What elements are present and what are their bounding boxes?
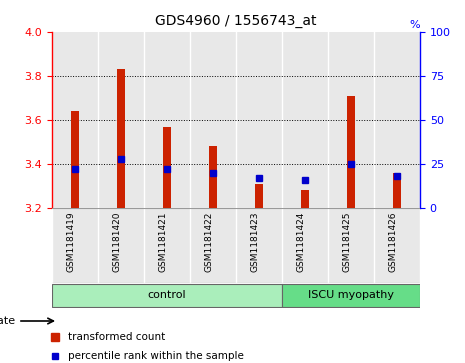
Bar bbox=[98, 32, 144, 208]
Text: percentile rank within the sample: percentile rank within the sample bbox=[68, 351, 244, 361]
Text: GSM1181421: GSM1181421 bbox=[158, 212, 167, 272]
Bar bbox=[163, 127, 171, 208]
Text: GSM1181426: GSM1181426 bbox=[388, 212, 397, 272]
Bar bbox=[393, 173, 401, 208]
Title: GDS4960 / 1556743_at: GDS4960 / 1556743_at bbox=[155, 14, 317, 28]
Text: GSM1181423: GSM1181423 bbox=[250, 212, 259, 272]
Bar bbox=[52, 208, 98, 283]
Bar bbox=[374, 32, 420, 208]
Text: GSM1181419: GSM1181419 bbox=[66, 212, 75, 272]
Bar bbox=[347, 96, 355, 208]
Text: GSM1181422: GSM1181422 bbox=[204, 212, 213, 272]
Text: control: control bbox=[148, 290, 186, 300]
Bar bbox=[282, 32, 328, 208]
Bar bbox=[71, 111, 79, 208]
Bar bbox=[282, 208, 328, 283]
Text: transformed count: transformed count bbox=[68, 332, 165, 342]
Bar bbox=[144, 208, 190, 283]
Text: GSM1181420: GSM1181420 bbox=[112, 212, 121, 272]
Bar bbox=[117, 69, 125, 208]
Bar bbox=[328, 32, 374, 208]
Bar bbox=[374, 208, 420, 283]
Bar bbox=[190, 32, 236, 208]
Text: disease state: disease state bbox=[0, 316, 15, 326]
Text: GSM1181425: GSM1181425 bbox=[342, 212, 351, 272]
Text: ISCU myopathy: ISCU myopathy bbox=[308, 290, 394, 300]
Bar bbox=[236, 32, 282, 208]
FancyBboxPatch shape bbox=[52, 284, 282, 307]
Bar bbox=[236, 208, 282, 283]
Bar bbox=[209, 146, 217, 208]
Bar bbox=[144, 32, 190, 208]
Bar bbox=[190, 208, 236, 283]
Text: %: % bbox=[409, 20, 420, 30]
Bar bbox=[301, 191, 309, 208]
Bar bbox=[328, 208, 374, 283]
Bar bbox=[98, 208, 144, 283]
Bar bbox=[52, 32, 98, 208]
FancyBboxPatch shape bbox=[282, 284, 420, 307]
Text: GSM1181424: GSM1181424 bbox=[296, 212, 305, 272]
Bar bbox=[255, 184, 263, 208]
